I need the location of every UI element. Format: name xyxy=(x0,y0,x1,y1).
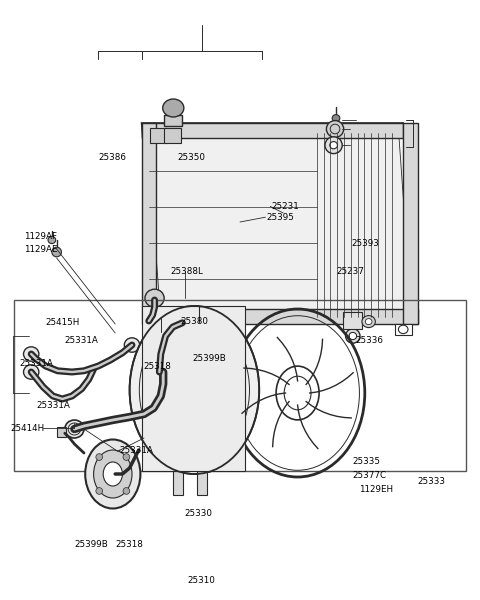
Text: 25231: 25231 xyxy=(271,202,299,211)
Text: 25310: 25310 xyxy=(188,576,216,585)
Circle shape xyxy=(96,488,103,494)
Text: 25388L: 25388L xyxy=(170,266,203,275)
Circle shape xyxy=(123,454,130,460)
Ellipse shape xyxy=(145,289,164,307)
Ellipse shape xyxy=(155,322,167,332)
Ellipse shape xyxy=(398,325,408,334)
Polygon shape xyxy=(150,128,167,143)
Text: 25318: 25318 xyxy=(115,541,143,550)
Polygon shape xyxy=(142,123,156,324)
Text: 25331A: 25331A xyxy=(19,358,53,367)
Ellipse shape xyxy=(85,439,140,509)
Circle shape xyxy=(96,454,103,460)
Text: 25237: 25237 xyxy=(336,268,364,277)
Text: 25335: 25335 xyxy=(353,457,381,467)
Ellipse shape xyxy=(52,247,61,257)
Text: 25350: 25350 xyxy=(178,152,205,161)
Bar xyxy=(57,427,66,437)
Polygon shape xyxy=(395,324,412,335)
Text: 25333: 25333 xyxy=(418,478,445,486)
Text: 25336: 25336 xyxy=(355,336,383,345)
Text: 1129EH: 1129EH xyxy=(359,485,393,494)
Text: 25377C: 25377C xyxy=(353,472,387,480)
Ellipse shape xyxy=(24,365,39,379)
Ellipse shape xyxy=(103,462,122,486)
Ellipse shape xyxy=(326,121,344,137)
Text: 1129AE: 1129AE xyxy=(24,245,58,254)
Ellipse shape xyxy=(362,316,375,328)
Text: 25386: 25386 xyxy=(98,152,126,161)
Polygon shape xyxy=(142,123,403,138)
Text: 25331A: 25331A xyxy=(65,335,99,344)
Polygon shape xyxy=(146,129,412,318)
Text: 25380: 25380 xyxy=(180,317,208,326)
Text: 25399B: 25399B xyxy=(74,541,108,550)
Polygon shape xyxy=(156,309,418,324)
Ellipse shape xyxy=(48,236,56,244)
Ellipse shape xyxy=(163,325,173,334)
Polygon shape xyxy=(142,306,245,471)
Ellipse shape xyxy=(163,99,184,117)
Polygon shape xyxy=(403,123,418,324)
Polygon shape xyxy=(164,128,181,143)
Text: 1129AF: 1129AF xyxy=(24,232,57,241)
Polygon shape xyxy=(343,312,362,329)
Bar xyxy=(197,471,207,495)
Ellipse shape xyxy=(346,329,360,343)
Ellipse shape xyxy=(94,450,132,498)
Text: 25331A: 25331A xyxy=(119,446,153,455)
Text: 25414H: 25414H xyxy=(11,424,45,433)
Ellipse shape xyxy=(197,320,216,338)
Ellipse shape xyxy=(365,319,372,325)
Text: 25399B: 25399B xyxy=(192,353,226,362)
Ellipse shape xyxy=(130,306,259,474)
Text: 25395: 25395 xyxy=(266,212,294,221)
Text: 25331A: 25331A xyxy=(36,401,70,410)
Text: 25318: 25318 xyxy=(143,362,171,371)
Polygon shape xyxy=(159,324,177,335)
Polygon shape xyxy=(164,115,182,126)
Bar xyxy=(14,300,466,471)
Circle shape xyxy=(123,488,130,494)
Text: 25393: 25393 xyxy=(351,238,379,247)
Ellipse shape xyxy=(330,142,337,149)
Ellipse shape xyxy=(349,332,357,340)
Text: 25330: 25330 xyxy=(185,509,213,518)
Ellipse shape xyxy=(332,115,340,122)
Text: 25415H: 25415H xyxy=(46,318,80,328)
Ellipse shape xyxy=(124,338,140,352)
Ellipse shape xyxy=(325,137,342,154)
Bar xyxy=(173,471,183,495)
Ellipse shape xyxy=(172,361,217,419)
Polygon shape xyxy=(142,123,418,324)
Ellipse shape xyxy=(24,347,39,361)
Ellipse shape xyxy=(65,420,84,438)
